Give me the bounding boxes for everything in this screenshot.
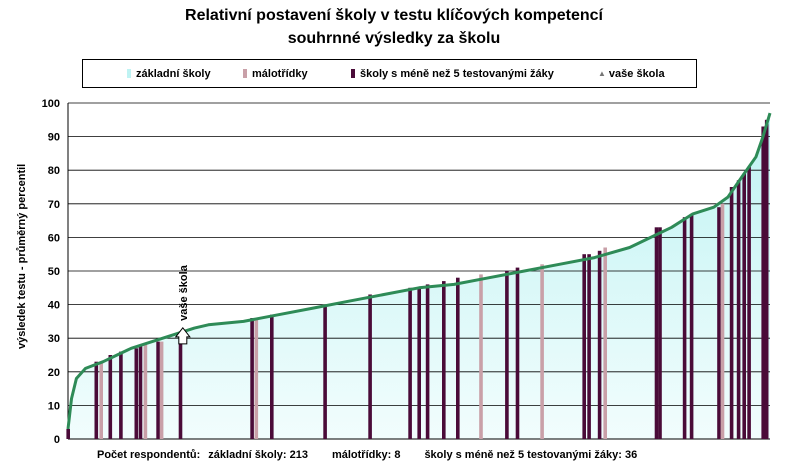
- chart-title: Relativní postavení školy v testu klíčov…: [185, 7, 603, 24]
- chart-legend: základní školy málotřídky školy s méně n…: [82, 59, 697, 88]
- bar-mene5: [761, 126, 765, 439]
- y-tick-label: 20: [48, 367, 60, 379]
- bar-malotridky: [143, 344, 148, 439]
- bar-mene5: [736, 180, 741, 440]
- bar-mene5: [658, 227, 662, 439]
- y-tick-label: 0: [54, 434, 60, 446]
- y-tick-label: 80: [48, 165, 60, 177]
- bar-mene5: [417, 287, 421, 439]
- bar-malotridky: [540, 264, 544, 439]
- bar-mene5: [587, 254, 591, 439]
- legend-item-zakladni: základní školy: [127, 68, 211, 80]
- legend-item-mene5: školy s méně než 5 testovanými žáky: [351, 68, 554, 80]
- your-school-label: vaše škola: [178, 264, 190, 321]
- bar-mene5: [747, 166, 751, 440]
- bar-mene5: [456, 277, 460, 439]
- percentile-curve: [66, 112, 772, 430]
- bar-mene5: [368, 294, 372, 439]
- bar-mene5: [505, 271, 509, 439]
- y-tick-label: 40: [48, 300, 60, 312]
- bar-malotridky: [159, 341, 164, 439]
- bar-mene5: [408, 287, 412, 439]
- y-tick-label: 10: [48, 400, 60, 412]
- bar-mene5: [442, 281, 446, 439]
- bar-mene5: [156, 341, 160, 439]
- bar-mene5: [119, 351, 123, 439]
- legend-swatch-malotridky: [243, 69, 247, 78]
- y-tick-label: 30: [48, 333, 60, 345]
- bar-mene5: [717, 207, 721, 439]
- bar-malotridky: [603, 247, 607, 439]
- bar-mene5: [597, 250, 602, 439]
- chart-subtitle: souhrnné výsledky za školu: [287, 30, 501, 47]
- bar-mene5: [582, 254, 586, 439]
- bar-malotridky: [99, 361, 103, 439]
- footer-zakladni: základní školy: 213: [208, 449, 308, 461]
- bar-mene5: [515, 267, 520, 439]
- footer-prefix: Počet respondentů:: [97, 449, 201, 461]
- bar-mene5: [66, 428, 70, 439]
- bar-mene5: [134, 348, 139, 439]
- bar-mene5: [270, 314, 274, 439]
- legend-label: školy s méně než 5 testovanými žáky: [360, 68, 554, 80]
- legend-item-vase-skola: ▲ vaše škola: [598, 68, 665, 80]
- bar-mene5: [94, 361, 99, 439]
- footer-mene5: školy s méně než 5 testovanými žáky: 36: [424, 449, 638, 461]
- bar-mene5: [689, 213, 694, 439]
- bar-mene5: [138, 344, 143, 439]
- legend-swatch-mene5: [351, 69, 355, 78]
- bar-mene5: [250, 318, 254, 439]
- bar-malotridky: [720, 203, 725, 439]
- bar-mene5: [729, 187, 734, 439]
- y-tick-label: 90: [48, 132, 60, 144]
- bar-mene5: [178, 334, 183, 439]
- y-tick-label: 70: [48, 199, 60, 211]
- your-school-marker-icon: [174, 327, 191, 345]
- legend-label: vaše škola: [608, 68, 665, 80]
- bar-mene5: [682, 217, 687, 439]
- legend-item-malotridky: málotřídky: [243, 68, 308, 80]
- bar-mene5: [323, 304, 327, 439]
- bar-mene5: [742, 173, 746, 439]
- bar-mene5: [654, 227, 659, 439]
- bar-mene5: [108, 355, 113, 439]
- y-tick-label: 100: [42, 98, 60, 110]
- bar-malotridky: [479, 274, 483, 439]
- bar-malotridky: [254, 318, 259, 439]
- respondents-footer: Počet respondentů: základní školy: 213 mál…: [97, 449, 661, 461]
- footer-malotridky: málotřídky: 8: [331, 449, 401, 461]
- school-marker-icon: ▲: [598, 69, 606, 78]
- bar-mene5: [764, 119, 769, 440]
- y-tick-label: 50: [48, 266, 60, 278]
- legend-label: základní školy: [136, 68, 211, 80]
- area-zakladni-skoly: [68, 113, 770, 439]
- legend-label: málotřídky: [252, 68, 308, 80]
- legend-swatch-zakladni: [127, 69, 131, 78]
- bar-mene5: [425, 284, 430, 439]
- y-tick-label: 60: [48, 232, 60, 244]
